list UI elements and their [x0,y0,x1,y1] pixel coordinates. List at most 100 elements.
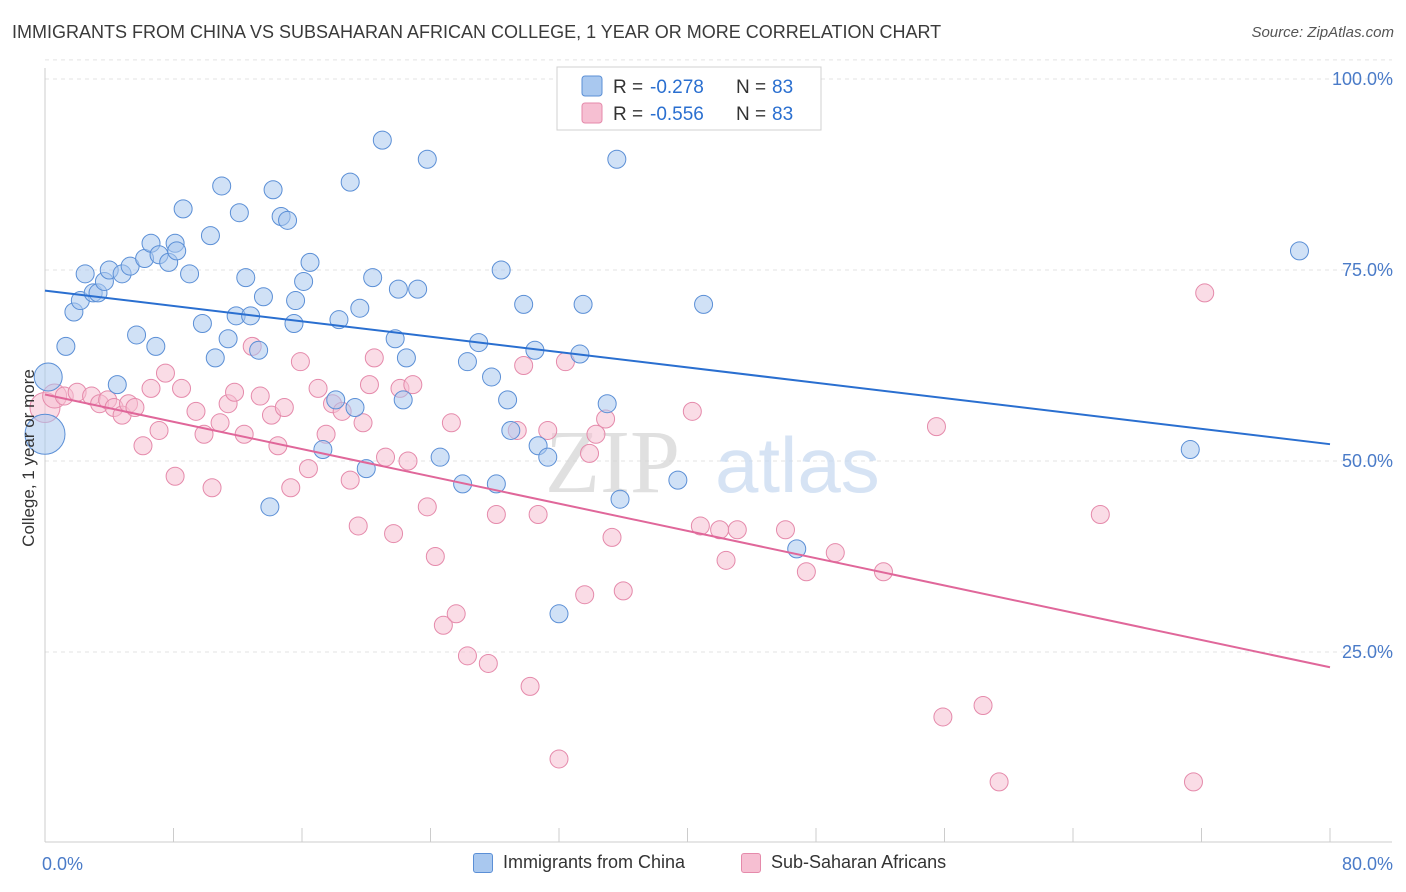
sub-saharan-point [825,543,845,563]
china-point [501,420,521,440]
sub-saharan-point [225,382,245,402]
china-point [1180,440,1200,460]
sub-saharan-point [141,378,161,398]
china-trend-line [44,289,1331,446]
sub-saharan-point [441,413,461,433]
sub-saharan-point [376,447,396,467]
sub-saharan-point [989,772,1009,792]
china-point [192,313,212,333]
china-swatch [473,852,493,873]
china-point [173,199,193,219]
china-point [350,298,370,318]
china-point [180,264,200,284]
sub-saharan-point [155,363,175,383]
legend-item-china: Immigrants from China [473,852,685,873]
sub-saharan-point [933,707,953,727]
y-tick-label: 75.0% [1342,260,1393,280]
sub-saharan-point [926,417,946,437]
china-point [573,294,593,314]
china-point [408,279,428,299]
china-point [284,313,304,333]
legend-n-label: N = [736,104,766,125]
china-point [294,271,314,291]
china-point [107,375,127,395]
china-point [249,340,269,360]
china-point [385,329,405,349]
china-point [482,367,502,387]
china-point [326,390,346,410]
sub-saharan-point [1183,772,1203,792]
sub-saharan-point [403,375,423,395]
watermark-atlas: atlas [715,421,880,509]
sub-saharan-trend-line [44,393,1331,669]
china-point [212,176,232,196]
china-point [253,287,273,307]
china-point [430,447,450,467]
sub-saharan-point [796,562,816,582]
sub-saharan-point [172,378,192,398]
source-label: Source: ZipAtlas.com [1251,24,1394,41]
sub-saharan-point [580,443,600,463]
china-point [345,398,365,418]
china-point [498,390,518,410]
sub-saharan-point [364,348,384,368]
sub-saharan-point [149,420,169,440]
sub-saharan-point [398,451,418,471]
y-tick-labels: 25.0% 50.0% 75.0% 100.0% [1332,69,1393,662]
sub-saharan-point [586,424,606,444]
sub-saharan-point [384,524,404,544]
china-point [218,329,238,349]
china-point [457,352,477,372]
sub-saharan-point [613,581,633,601]
legend-n-value: 83 [772,104,793,125]
china-point [340,172,360,192]
sub-saharan-point [1195,283,1215,303]
y-axis-label: College, 1 year or more [19,369,38,547]
sub-saharan-point [186,401,206,421]
china-point [538,447,558,467]
sub-saharan-point [727,520,747,540]
china-point [205,348,225,368]
y-tick-label: 25.0% [1342,642,1393,662]
sub-saharan-point [202,478,222,498]
sub-saharan-point [514,356,534,375]
legend-r-value: -0.278 [650,77,704,98]
sub-saharan-point [478,653,498,673]
china-point [549,604,569,624]
sub-saharan-point [165,466,185,486]
china-point [597,394,617,414]
legend-r-value: -0.556 [650,104,704,125]
sub-saharan-point [308,378,328,398]
china-point [329,310,349,330]
legend-label-sub-saharan: Sub-Saharan Africans [771,852,947,872]
china-point [607,149,627,169]
china-point [372,130,392,150]
china-point [286,291,306,311]
legend-r-label: R = [613,77,643,98]
legend-item-sub-saharan: Sub-Saharan Africans [741,852,946,873]
sub-saharan-point [716,550,736,570]
legend-swatch-china [581,75,603,97]
y-tick-label: 50.0% [1342,451,1393,471]
china-point [388,279,408,299]
china-point [393,390,413,410]
china-point [167,241,187,261]
china-point [694,294,714,314]
sub-saharan-point [234,424,254,444]
x-tick-label: 0.0% [42,854,83,874]
legend-label-china: Immigrants from China [503,852,686,872]
y-tick-label: 100.0% [1332,69,1393,89]
sub-saharan-point [298,459,318,479]
legend-n-label: N = [736,77,766,98]
china-point [200,226,220,246]
sub-saharan-point [133,436,153,456]
sub-saharan-point [457,646,477,666]
china-point [1289,241,1309,261]
china-point [263,180,283,200]
china-point [24,413,66,455]
x-tick-label: 80.0% [1342,854,1393,874]
china-point [278,210,298,230]
china-point [417,149,437,169]
sub-saharan-point [433,615,453,635]
sub-saharan-point [690,516,710,536]
